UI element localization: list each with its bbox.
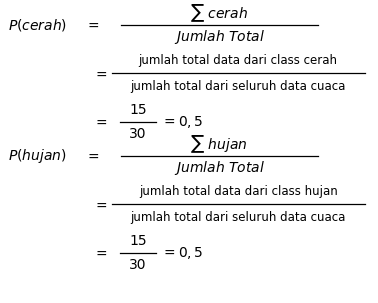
Text: $=$: $=$ <box>93 66 108 81</box>
Text: $P(hujan)$: $P(hujan)$ <box>8 147 66 165</box>
Text: jumlah total data dari class cerah: jumlah total data dari class cerah <box>139 54 338 67</box>
Text: jumlah total dari seluruh data cuaca: jumlah total dari seluruh data cuaca <box>130 80 346 93</box>
Text: $=$: $=$ <box>85 149 100 163</box>
Text: $Jumlah\ Total$: $Jumlah\ Total$ <box>174 159 265 177</box>
Text: $\sum\ hujan$: $\sum\ hujan$ <box>191 134 248 155</box>
Text: jumlah total data dari class hujan: jumlah total data dari class hujan <box>139 185 338 198</box>
Text: 15: 15 <box>129 234 147 248</box>
Text: $=$: $=$ <box>85 18 100 32</box>
Text: $= 0,5$: $= 0,5$ <box>161 245 203 261</box>
Text: 30: 30 <box>129 258 147 272</box>
Text: $=$: $=$ <box>93 246 108 260</box>
Text: $P(cerah)$: $P(cerah)$ <box>8 17 67 33</box>
Text: $\sum\ cerah$: $\sum\ cerah$ <box>190 3 248 25</box>
Text: $=$: $=$ <box>93 115 108 129</box>
Text: 15: 15 <box>129 103 147 117</box>
Text: 30: 30 <box>129 127 147 141</box>
Text: jumlah total dari seluruh data cuaca: jumlah total dari seluruh data cuaca <box>130 211 346 224</box>
Text: $Jumlah\ Total$: $Jumlah\ Total$ <box>174 28 265 46</box>
Text: $= 0,5$: $= 0,5$ <box>161 114 203 130</box>
Text: $=$: $=$ <box>93 197 108 211</box>
